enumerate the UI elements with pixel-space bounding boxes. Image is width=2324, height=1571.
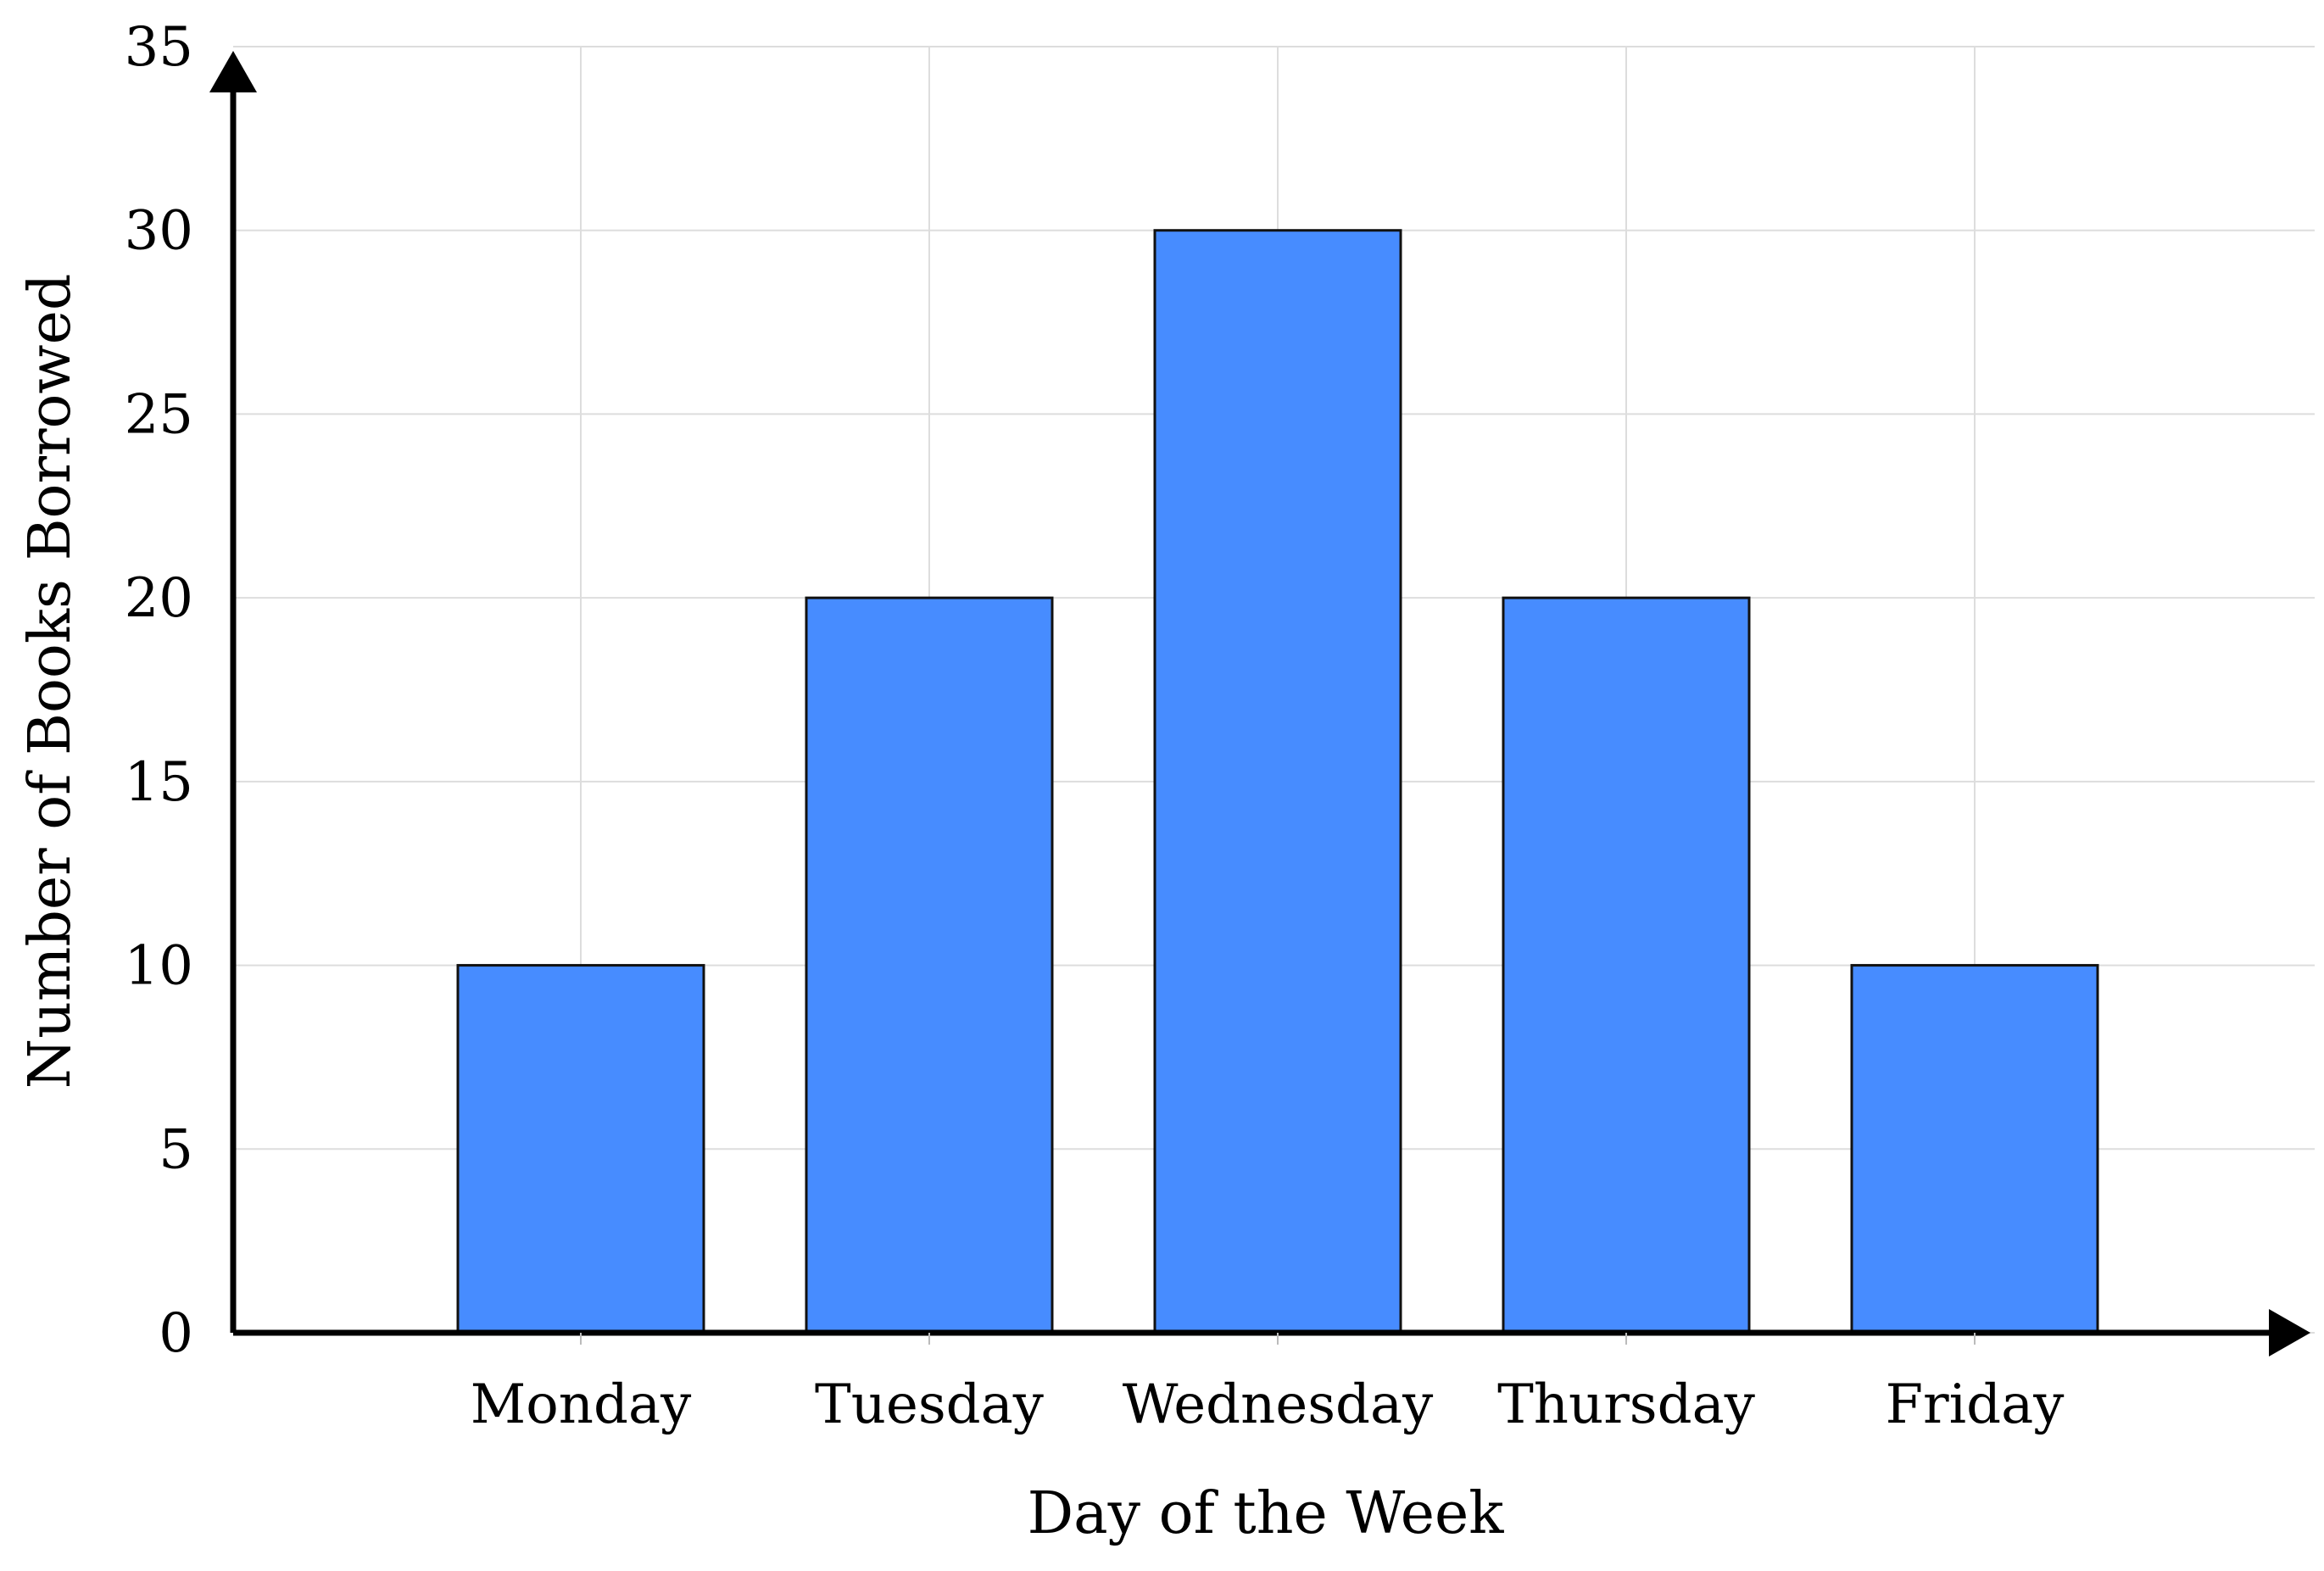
x-tick-label-friday: Friday <box>1886 1373 2065 1436</box>
y-tick-label-1: 5 <box>159 1118 193 1181</box>
bar-friday <box>1850 964 2099 1334</box>
x-tick-labels: Monday Tuesday Wednesday Thursday Friday <box>471 1333 2065 1436</box>
y-tick-labels: 0 5 10 15 20 25 30 35 <box>125 16 193 1365</box>
bars <box>456 229 2099 1334</box>
y-tick-label-5: 25 <box>125 383 193 446</box>
y-tick-label-4: 20 <box>125 567 193 630</box>
bar-monday <box>456 964 705 1334</box>
x-tick-label-monday: Monday <box>471 1373 692 1436</box>
axes <box>209 51 2310 1357</box>
x-tick-label-tuesday: Tuesday <box>815 1373 1044 1436</box>
y-tick-label-6: 30 <box>125 200 193 263</box>
x-tick-label-thursday: Thursday <box>1497 1373 1755 1436</box>
bar-thursday <box>1502 596 1751 1334</box>
y-tick-label-7: 35 <box>125 16 193 79</box>
y-axis-title: Number of Books Borrowed <box>17 274 84 1089</box>
x-axis-title: Day of the Week <box>1028 1480 1505 1547</box>
y-tick-label-2: 10 <box>125 935 193 998</box>
x-tick-label-wednesday: Wednesday <box>1123 1373 1434 1436</box>
bar-wednesday <box>1153 229 1402 1334</box>
y-tick-label-0: 0 <box>159 1302 193 1365</box>
y-tick-label-3: 15 <box>125 751 193 814</box>
bar-tuesday <box>805 596 1054 1334</box>
